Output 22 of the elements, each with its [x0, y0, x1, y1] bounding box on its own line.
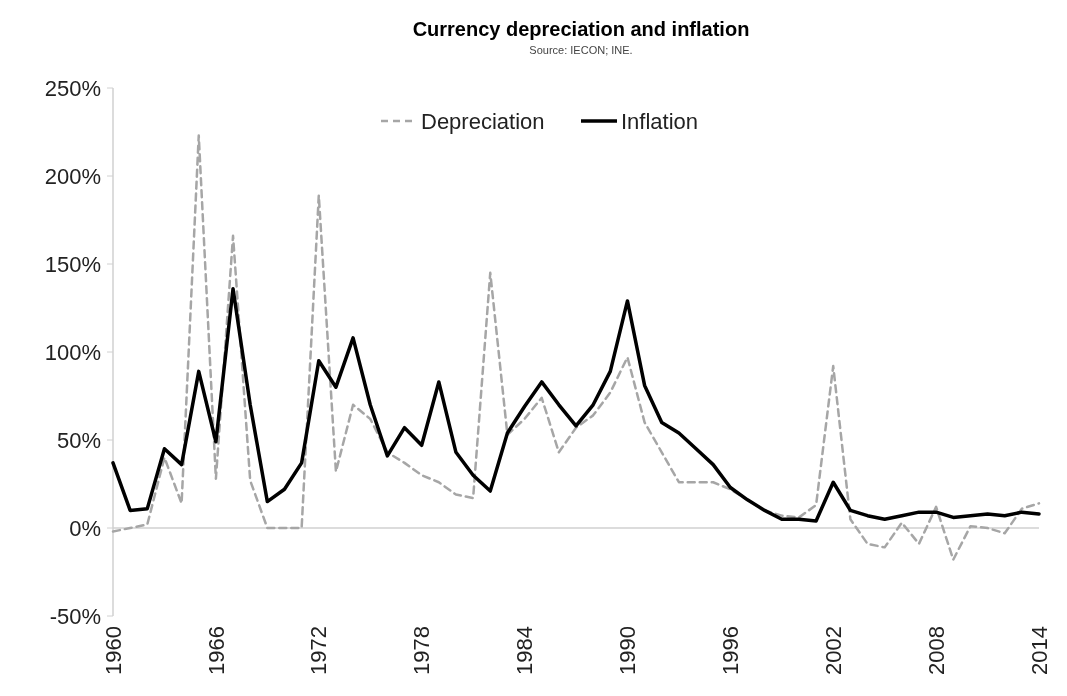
source-note: Source: IECON; INE.	[529, 44, 633, 56]
y-tick-label: 100%	[44, 339, 101, 365]
x-tick-label: 2008	[923, 626, 949, 675]
y-tick-label: 150%	[44, 251, 101, 277]
x-tick-label: 2014	[1026, 626, 1052, 675]
legend-label: Depreciation	[421, 108, 545, 134]
x-tick-label: 1960	[100, 626, 126, 675]
line-series	[111, 286, 1041, 523]
x-tick-label: 1978	[409, 626, 435, 675]
legend-label: Inflation	[621, 108, 699, 134]
y-tick-label: -50%	[49, 603, 101, 629]
y-tick-label: 50%	[56, 427, 101, 453]
x-tick-label: 1984	[512, 626, 538, 675]
x-tick-label: 1996	[718, 626, 744, 675]
y-tick-label: 250%	[44, 75, 101, 101]
x-tick-label: 1972	[306, 626, 332, 675]
y-tick-label: 200%	[44, 163, 101, 189]
y-tick-label: 0%	[69, 515, 101, 541]
x-tick-label: 1966	[203, 626, 229, 675]
x-tick-label: 1990	[615, 626, 641, 675]
x-tick-label: 2002	[820, 626, 846, 675]
chart-title: Currency depreciation and inflation	[412, 18, 750, 40]
